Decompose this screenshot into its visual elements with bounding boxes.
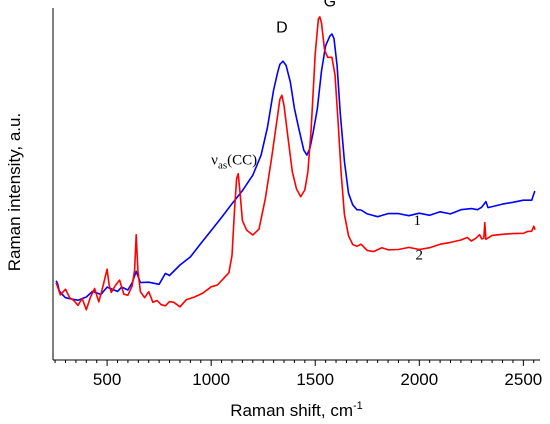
x-tick-label: 2000 [400, 370, 438, 389]
x-tick-label: 1000 [192, 370, 230, 389]
x-axis-title-sup: -1 [353, 400, 363, 412]
annotation-d: D [276, 20, 288, 37]
series-label-2: 2 [416, 248, 424, 264]
series-layer [55, 16, 536, 311]
x-axis-title: Raman shift, cm-1 [230, 400, 363, 420]
x-axis-title-text: Raman shift, cm [230, 401, 353, 420]
x-tick-label: 2500 [504, 370, 542, 389]
series-label-1: 1 [413, 213, 421, 229]
annotation-g: G [324, 0, 336, 10]
tick-layer: 500 1000 1500 2000 2500 [54, 360, 542, 389]
x-tick-label: 500 [93, 370, 121, 389]
series-label-layer: 12 [413, 213, 423, 263]
y-axis-title: Raman intensity, a.u. [5, 113, 24, 271]
annotation-vas-cc: νas(CC) [211, 153, 257, 172]
x-tick-label: 1500 [296, 370, 334, 389]
series-line-2 [55, 16, 536, 311]
series-line-1 [55, 33, 536, 301]
